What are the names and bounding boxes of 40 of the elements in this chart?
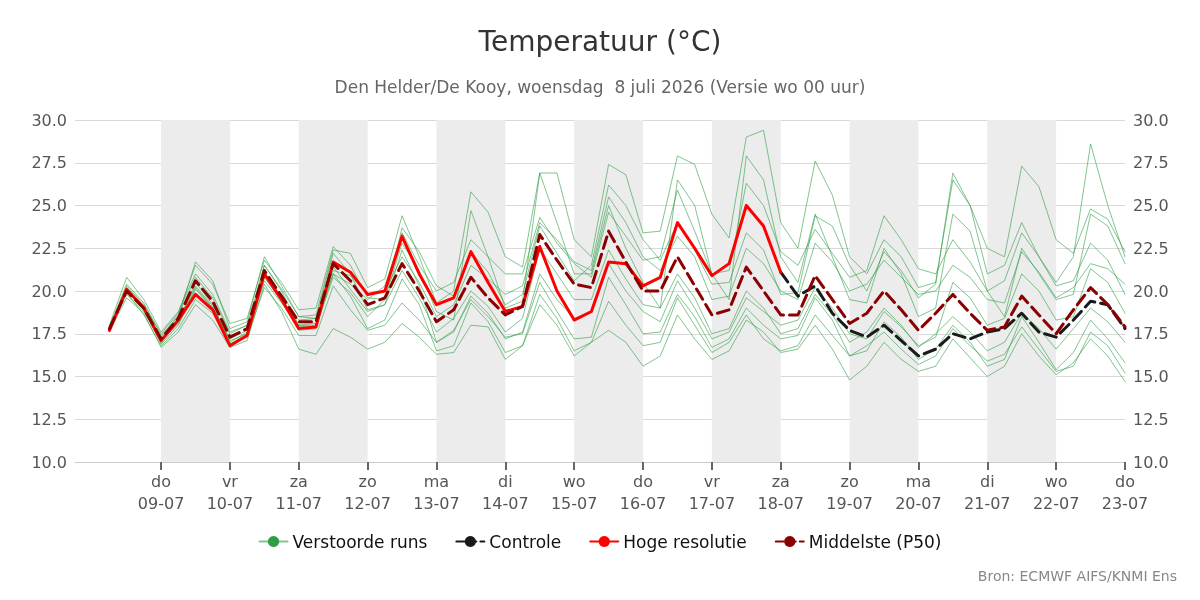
y-tick-label: 22.5 bbox=[31, 238, 67, 258]
x-tick-label: di 14-07 bbox=[482, 471, 529, 513]
x-tick-label: vr 10-07 bbox=[206, 471, 254, 513]
x-tick-label: vr 17-07 bbox=[688, 471, 736, 513]
y2-tick-label: 12.5 bbox=[1133, 409, 1169, 429]
chart-subtitle: Den Helder/De Kooy, woensdag 8 juli 2026 (Versie wo 00 uur) bbox=[334, 76, 866, 97]
y2-tick-label: 25.0 bbox=[1133, 196, 1169, 215]
x-tick-label: zo 12-07 bbox=[344, 471, 391, 513]
y-tick-label: 30.0 bbox=[31, 110, 67, 130]
y-tick-label: 25.0 bbox=[31, 196, 67, 215]
x-tick-label: do 23-07 bbox=[1101, 471, 1149, 513]
legend-label: Middelste (P50) bbox=[808, 531, 942, 552]
x-tick-label: zo 19-07 bbox=[826, 471, 873, 513]
y2-tick-label: 30.0 bbox=[1133, 110, 1169, 130]
y-tick-label: 15.0 bbox=[31, 367, 67, 386]
x-tick-label: za 18-07 bbox=[757, 471, 804, 513]
legend-label: Controle bbox=[489, 531, 562, 552]
x-tick-label: ma 13-07 bbox=[413, 471, 460, 513]
y2-tick-label: 27.5 bbox=[1133, 153, 1169, 173]
x-tick-label: di 21-07 bbox=[964, 471, 1011, 513]
y2-tick-label: 17.5 bbox=[1133, 324, 1169, 344]
legend-label: Hoge resolutie bbox=[623, 531, 747, 552]
y-tick-label: 20.0 bbox=[31, 281, 67, 301]
chart-title: Temperatuur (°C) bbox=[477, 24, 722, 58]
y-tick-label: 27.5 bbox=[31, 153, 67, 173]
text: Bron: ECMWF AIFS/KNMI Ens bbox=[977, 568, 1178, 584]
x-tick-label: ma 20-07 bbox=[895, 471, 942, 513]
legend-label: Verstoorde runs bbox=[292, 531, 428, 552]
y2-tick-label: 10.0 bbox=[1133, 452, 1169, 472]
x-tick-label: do 16-07 bbox=[619, 471, 667, 513]
x-tick-label: za 11-07 bbox=[275, 471, 323, 513]
x-tick-label: do 09-07 bbox=[137, 471, 185, 513]
y-tick-label: 12.5 bbox=[31, 409, 67, 429]
y-tick-label: 17.5 bbox=[31, 324, 67, 344]
y2-tick-label: 20.0 bbox=[1133, 281, 1169, 301]
y2-tick-label: 22.5 bbox=[1133, 238, 1169, 258]
x-tick-label: wo 22-07 bbox=[1032, 471, 1080, 513]
x-tick-label: wo 15-07 bbox=[550, 471, 598, 513]
y2-tick-label: 15.0 bbox=[1133, 367, 1169, 386]
y-tick-label: 10.0 bbox=[31, 452, 67, 472]
